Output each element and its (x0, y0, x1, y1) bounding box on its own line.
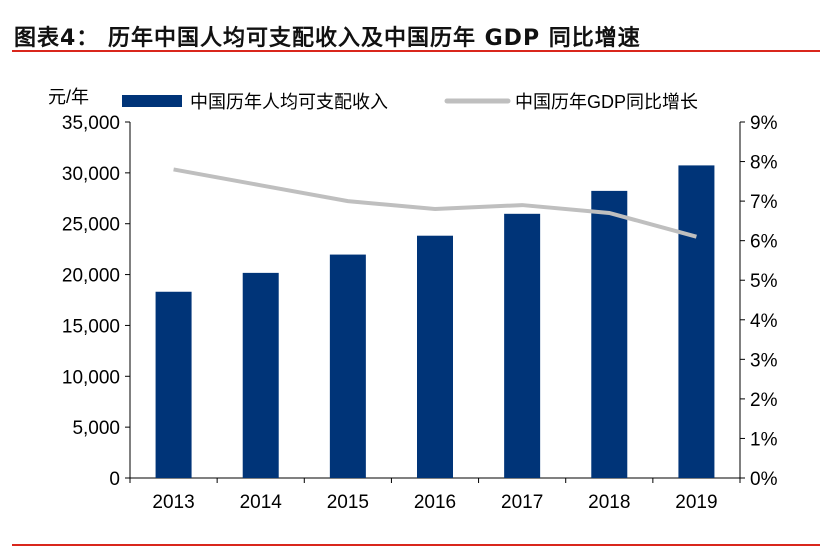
right-tick-label: 5% (750, 271, 778, 292)
right-tick-label: 0% (750, 469, 778, 490)
x-tick-label: 2018 (588, 492, 630, 513)
legend-label-line: 中国历年GDP同比增长 (515, 92, 698, 112)
bar-2016 (417, 235, 453, 478)
y-left-unit-label: 元/年 (48, 87, 89, 107)
top-rule (12, 50, 820, 52)
legend-swatch-bar (122, 95, 182, 107)
left-tick-label: 10,000 (62, 367, 120, 388)
left-tick-label: 5,000 (72, 418, 120, 439)
right-tick-label: 7% (750, 192, 778, 213)
right-tick-label: 9% (750, 113, 778, 134)
bottom-rule (12, 544, 820, 546)
bar-2019 (678, 165, 715, 478)
left-tick-label: 0 (109, 469, 120, 490)
left-tick-label: 25,000 (62, 215, 120, 236)
right-tick-label: 6% (750, 232, 778, 253)
x-tick-label: 2016 (414, 492, 456, 513)
bar-2014 (242, 272, 279, 478)
bar-2013 (155, 291, 192, 478)
right-tick-label: 3% (750, 350, 778, 371)
x-tick-label: 2017 (501, 492, 543, 513)
bar-2017 (504, 213, 541, 478)
right-tick-label: 2% (750, 390, 778, 411)
x-tick-label: 2014 (240, 492, 283, 513)
bar-2015 (329, 254, 366, 478)
left-tick-label: 30,000 (62, 164, 120, 185)
x-tick-label: 2013 (152, 492, 194, 513)
left-tick-label: 35,000 (62, 113, 120, 134)
right-tick-label: 8% (750, 153, 778, 174)
bar-2018 (591, 190, 628, 478)
right-tick-label: 1% (750, 429, 778, 450)
x-tick-label: 2015 (327, 492, 369, 513)
x-tick-label: 2019 (675, 492, 717, 513)
left-tick-label: 20,000 (62, 266, 120, 287)
right-tick-label: 4% (750, 311, 778, 332)
figure-title: 图表4： 历年中国人均可支配收入及中国历年 GDP 同比增速 (14, 26, 641, 51)
legend-label-bar: 中国历年人均可支配收入 (190, 92, 388, 112)
left-tick-label: 15,000 (62, 316, 120, 337)
